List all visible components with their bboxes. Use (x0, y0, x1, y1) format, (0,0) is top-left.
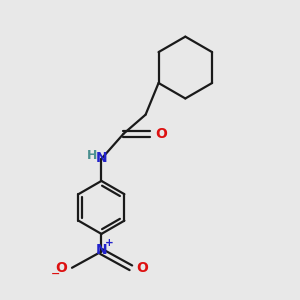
Text: −: − (51, 269, 61, 279)
Text: O: O (136, 261, 148, 275)
Text: O: O (55, 261, 67, 275)
Text: N: N (96, 151, 107, 165)
Text: O: O (155, 127, 167, 141)
Text: N: N (96, 243, 107, 257)
Text: +: + (104, 238, 113, 248)
Text: H: H (87, 149, 97, 162)
